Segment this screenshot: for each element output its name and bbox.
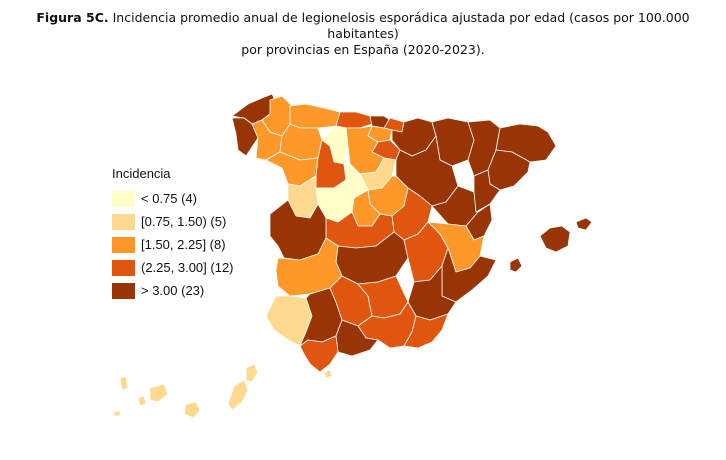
province-almeria	[403, 313, 449, 349]
legend-label: [0.75, 1.50) (5)	[141, 214, 227, 229]
figure-caption: Figura 5C. Incidencia promedio anual de …	[0, 10, 726, 58]
caption-line-1: Figura 5C. Incidencia promedio anual de …	[0, 10, 726, 42]
canary-el-hierro	[113, 409, 121, 417]
province-cadiz	[299, 335, 339, 373]
province-baleares-ibiza	[509, 257, 523, 273]
caption-text-1: Incidencia promedio anual de legionelosi…	[112, 10, 690, 41]
canary-fuerteventura	[227, 379, 249, 411]
legend-item: (2.25, 3.00] (12)	[112, 256, 234, 279]
province-cantabria	[335, 111, 373, 129]
legend-swatch	[112, 236, 135, 253]
province-baleares-mallorca	[539, 225, 571, 253]
province-asturias	[289, 103, 341, 129]
map-legend: Incidencia < 0.75 (4) [0.75, 1.50) (5) [1.…	[112, 166, 234, 302]
legend-swatch	[112, 282, 135, 299]
province-tarragona	[473, 169, 501, 213]
canary-tenerife	[149, 383, 169, 403]
legend-label: < 0.75 (4)	[141, 191, 198, 206]
caption-line-2: por provincias en España (2020-2023).	[241, 42, 485, 57]
legend-item: [1.50, 2.25] (8)	[112, 233, 234, 256]
province-pontevedra	[231, 117, 259, 157]
legend-swatch	[112, 190, 135, 207]
legend-item: > 3.00 (23)	[112, 279, 234, 302]
legend-swatch	[112, 213, 135, 230]
canary-la-gomera	[137, 395, 147, 407]
figure-label: Figura 5C.	[36, 10, 109, 25]
legend-swatch	[112, 259, 135, 276]
province-burgos	[345, 125, 385, 175]
legend-item: < 0.75 (4)	[112, 187, 234, 210]
legend-title: Incidencia	[112, 166, 171, 181]
legend-items: < 0.75 (4) [0.75, 1.50) (5) [1.50, 2.25] (…	[112, 187, 234, 302]
canary-la-palma	[119, 375, 129, 391]
province-ceuta	[323, 369, 333, 379]
province-malaga	[335, 319, 379, 357]
legend-label: > 3.00 (23)	[141, 283, 205, 298]
legend-item: [0.75, 1.50) (5)	[112, 210, 234, 233]
canary-lanzarote	[245, 363, 259, 383]
legend-label: [1.50, 2.25] (8)	[141, 237, 226, 252]
legend-label: (2.25, 3.00] (12)	[141, 260, 234, 275]
province-baleares-menorca	[575, 217, 593, 231]
canary-gran-canaria	[183, 401, 201, 419]
